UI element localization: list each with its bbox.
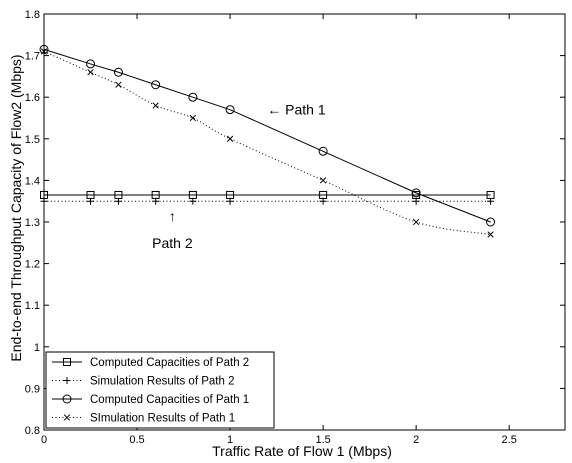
legend-marker [63, 358, 71, 366]
data-point [226, 197, 234, 205]
y-tick-label: 1.3 [25, 217, 40, 229]
data-point [152, 102, 159, 109]
legend-marker [62, 394, 72, 404]
legend-marker [63, 377, 71, 384]
y-tick-label: 1.4 [25, 175, 40, 187]
series-4 [40, 48, 494, 238]
series-1 [40, 190, 495, 199]
y-axis-title: End-to-end Throughput Capacity of Flow2 … [8, 54, 24, 361]
y-tick-label: 1.8 [25, 9, 40, 21]
y-tick-label: 1.1 [25, 300, 40, 312]
x-axis-title: Traffic Rate of Flow 1 (Mbps) [212, 443, 392, 459]
data-point [411, 188, 421, 198]
data-point [151, 80, 161, 90]
legend-box [45, 351, 275, 429]
data-point [318, 146, 328, 156]
data-point [412, 218, 420, 226]
data-point [319, 197, 327, 205]
data-point [115, 81, 122, 88]
y-tick-label: 1.5 [25, 134, 40, 146]
y-tick-label: 1.6 [25, 92, 40, 104]
data-point [87, 197, 95, 205]
annotation-text: ← Path 1 [267, 102, 326, 118]
y-tick-label: 0.9 [25, 383, 40, 395]
legend-label: Simulation Results of Path 2 [90, 376, 234, 388]
data-point [486, 217, 496, 227]
axes: 0 0.5 1 1.5 2 2.5 0.8 0.9 1 1.1 1.2 1.3 1.4 1.5 1.6 1.7… [25, 9, 566, 446]
y-tick-label: 1.7 [25, 51, 40, 63]
series-2 [40, 197, 495, 205]
y-tick-label: 1 [34, 342, 40, 354]
data-point [87, 69, 94, 76]
plot-series [39, 44, 496, 238]
data-point [114, 197, 122, 205]
x-tick-label: 0.5 [129, 434, 144, 446]
data-point [40, 197, 48, 205]
data-point [39, 44, 49, 54]
legend-marker [63, 414, 71, 421]
annotation-text: ↑ [169, 208, 176, 224]
data-point [189, 197, 197, 205]
annotation-text: Path 2 [152, 235, 193, 251]
legend-label: Computed Capacities of Path 1 [90, 394, 249, 406]
data-point [86, 59, 96, 69]
legend: Computed Capacities of Path 2 Simulation … [45, 351, 275, 429]
series-3 [39, 44, 496, 227]
y-tick-label: 0.8 [25, 425, 40, 437]
data-point [188, 92, 198, 102]
data-point [412, 197, 420, 205]
data-point [189, 114, 197, 122]
x-tick-label: 0 [41, 434, 47, 446]
data-point [152, 197, 160, 205]
x-tick-label: 2 [413, 434, 419, 446]
data-point [40, 48, 48, 55]
series-line [43, 50, 491, 235]
data-point [226, 135, 234, 142]
series-line [43, 48, 491, 223]
data-point [487, 197, 495, 205]
annotations: ← Path 1 ↑ Path 2 [152, 102, 326, 251]
legend-label: Computed Capacities of Path 2 [90, 357, 249, 369]
data-point [113, 67, 123, 77]
y-tick-label: 1.2 [25, 259, 40, 271]
data-point [487, 231, 494, 238]
x-tick-label: 1 [227, 434, 233, 446]
data-point [319, 177, 327, 184]
x-tick-label: 1.5 [315, 434, 330, 446]
x-tick-label: 2.5 [502, 434, 517, 446]
legend-label: SImulation Results of Path 1 [90, 413, 235, 425]
data-point [225, 105, 235, 115]
